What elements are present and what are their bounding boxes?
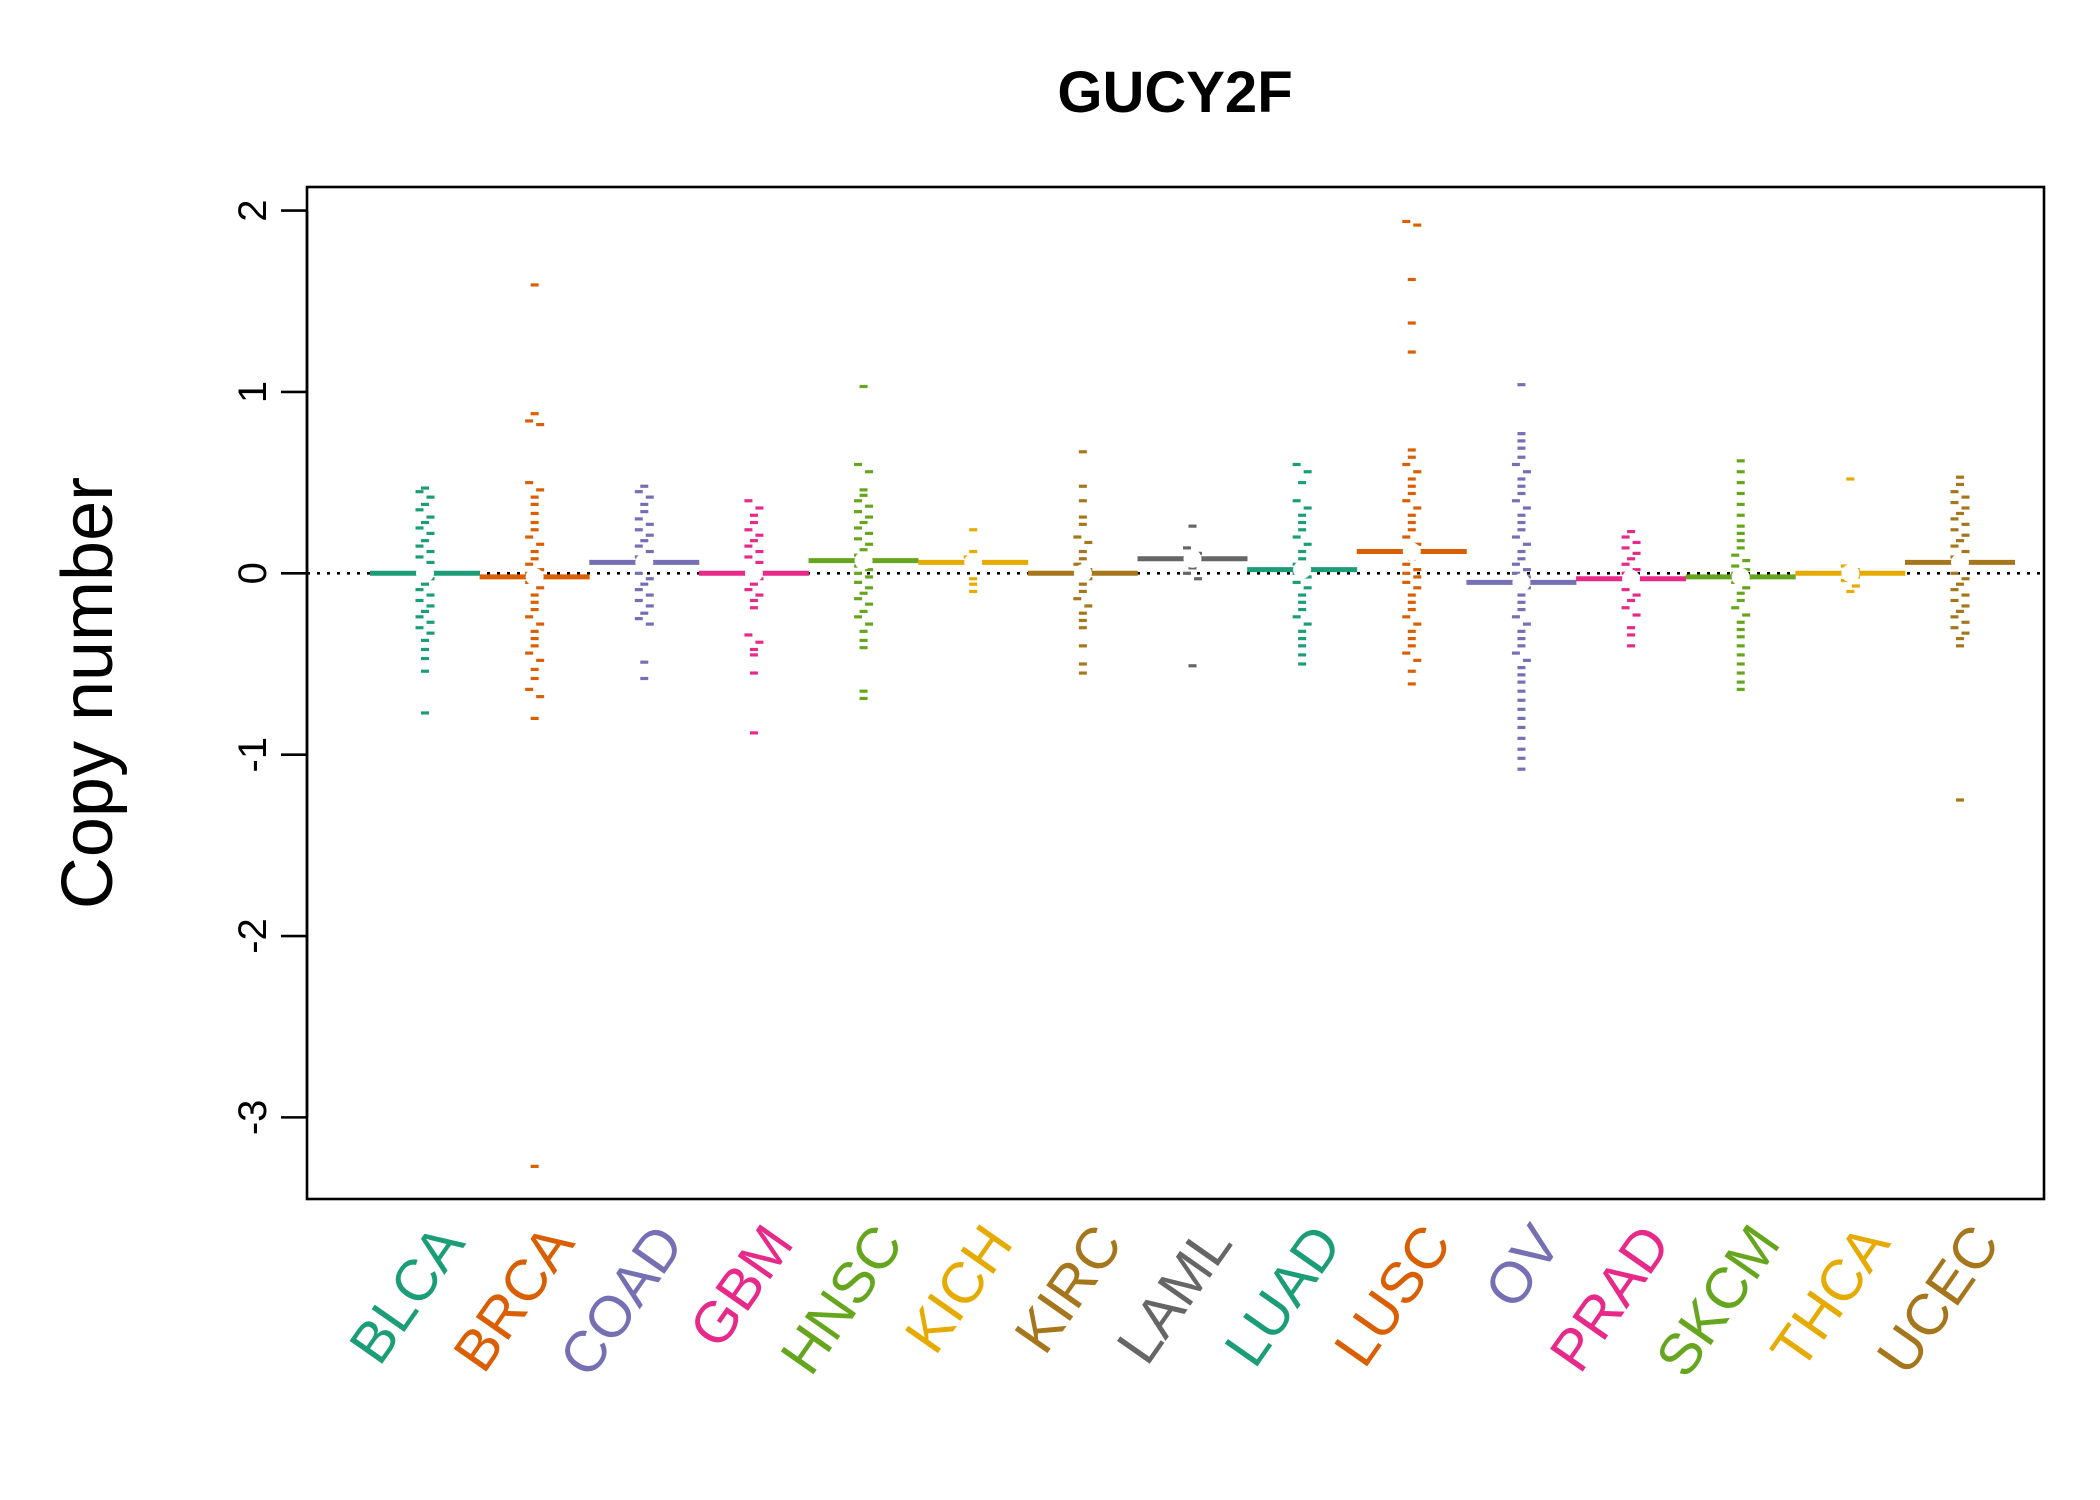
median-marker (1402, 542, 1421, 561)
median-marker (635, 553, 654, 572)
category-group-thca (1795, 477, 1906, 594)
median-marker (1731, 567, 1750, 586)
category-group-coad (589, 484, 700, 681)
plot-frame (305, 185, 2046, 1201)
median-marker (1622, 569, 1641, 588)
category-group-gbm (698, 499, 809, 735)
median-marker (1183, 549, 1202, 568)
category-group-skcm (1685, 459, 1796, 691)
category-group-blca (370, 486, 480, 715)
median-marker (416, 564, 434, 583)
category-group-ov (1466, 383, 1577, 771)
median-marker (964, 553, 983, 572)
category-group-luad (1247, 462, 1358, 666)
median-marker (854, 551, 873, 570)
median-marker (1841, 564, 1860, 583)
y-axis-label: Copy number (48, 477, 128, 909)
median-marker (1512, 573, 1531, 592)
y-tick-label: -3 (231, 1100, 275, 1136)
category-group-kirc (1027, 450, 1138, 675)
chart-title: GUCY2F (1057, 60, 1292, 125)
y-tick-label: 0 (231, 562, 275, 584)
data-marks-layer (370, 219, 2015, 1168)
median-marker (744, 564, 763, 583)
category-group-laml (1137, 524, 1248, 668)
category-group-lusc (1356, 219, 1467, 686)
category-group-kich (918, 528, 1029, 594)
median-marker (1293, 560, 1312, 579)
category-group-brca (479, 283, 590, 1168)
y-tick-label: -2 (231, 918, 275, 954)
category-group-hnsc (808, 384, 919, 701)
median-marker (1951, 553, 1969, 572)
y-tick-label: 2 (231, 199, 275, 221)
category-group-ucec (1905, 475, 2015, 802)
y-tick-label: 1 (231, 381, 275, 403)
median-marker (1073, 564, 1092, 583)
y-tick-label: -1 (231, 737, 275, 773)
median-marker (525, 567, 544, 586)
category-group-prad (1576, 529, 1687, 648)
